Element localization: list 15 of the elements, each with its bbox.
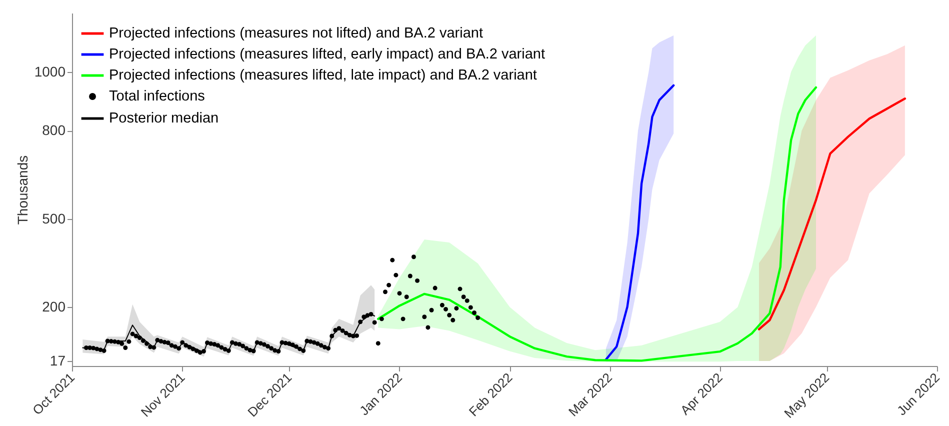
legend-label: Projected infections (measures lifted, late impact) and BA.2 variant bbox=[109, 68, 537, 84]
line-series bbox=[82, 314, 376, 353]
line-series bbox=[604, 84, 675, 361]
y-tick-label: 800 bbox=[42, 122, 66, 138]
y-tick-label: 17 bbox=[50, 352, 66, 368]
y-axis-title: Thousands bbox=[14, 155, 30, 225]
line-series bbox=[758, 98, 906, 330]
y-tick-label: 1000 bbox=[34, 63, 66, 80]
y-tick-label: 200 bbox=[42, 298, 66, 315]
legend-label: Total infections bbox=[109, 88, 205, 104]
legend-label: Projected infections (measures not lifted) and BA.2 variant bbox=[109, 26, 483, 42]
line-series bbox=[377, 86, 818, 362]
legend-label: Projected infections (measures lifted, early impact) and BA.2 variant bbox=[109, 46, 546, 62]
legend-label: Posterior median bbox=[109, 110, 219, 126]
y-tick-label: 500 bbox=[42, 210, 66, 226]
